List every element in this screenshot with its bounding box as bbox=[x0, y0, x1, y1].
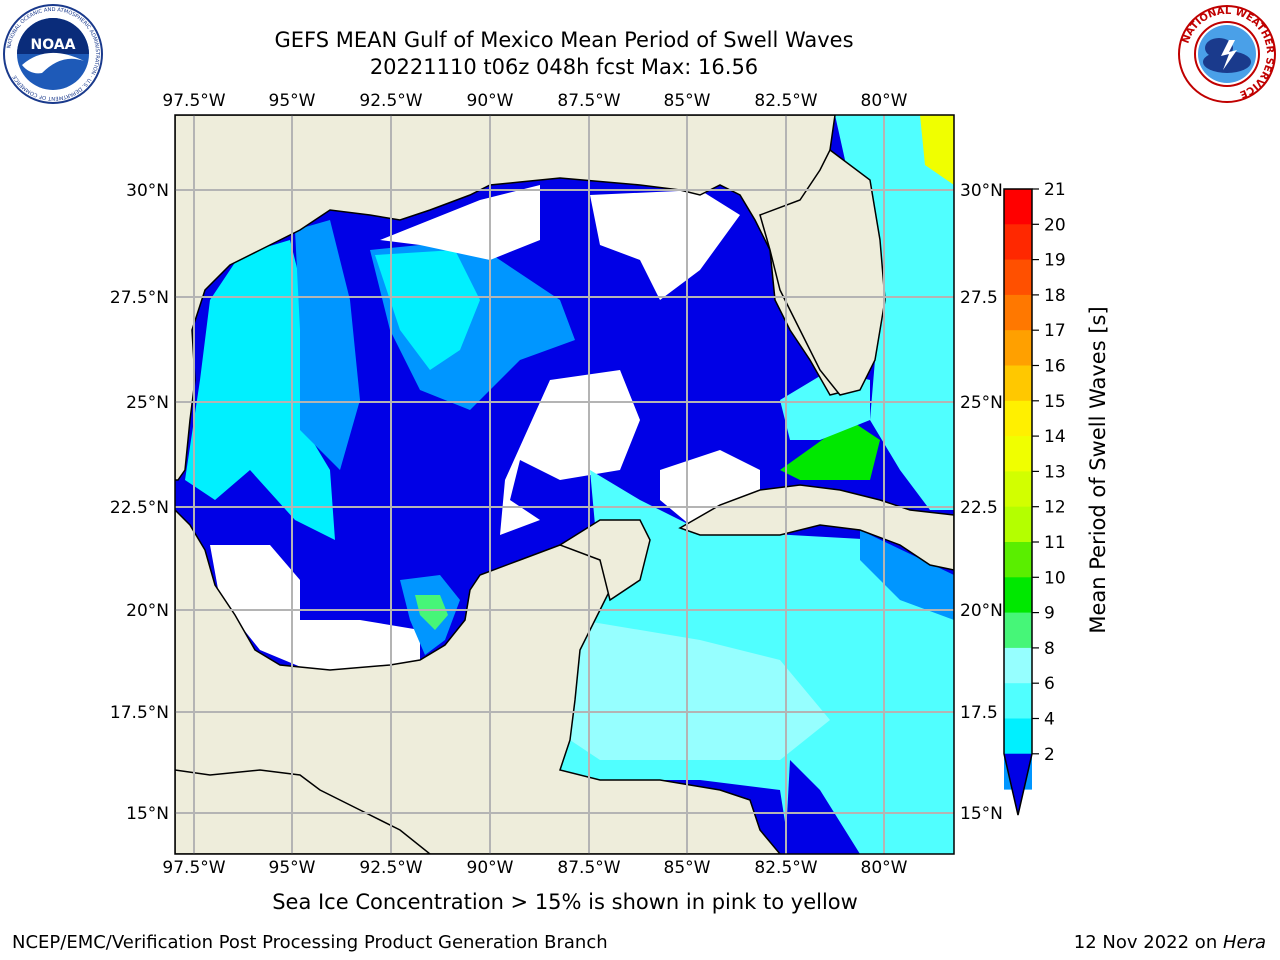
colorbar-tick-label: 19 bbox=[1044, 251, 1066, 271]
map-frame bbox=[174, 114, 955, 855]
swell-zone-west-medium bbox=[295, 220, 360, 470]
swell-zone-west bbox=[185, 240, 335, 540]
colorbar-tick-label: 11 bbox=[1044, 533, 1066, 553]
map-subtitle: 20221110 t06z 048h fcst Max: 16.56 bbox=[369, 55, 759, 79]
lon-labels-bottom: 97.5°W 95°W 92.5°W 90°W 87.5°W 85°W 82.5… bbox=[162, 858, 907, 878]
colorbar-tick-label: 14 bbox=[1044, 427, 1066, 447]
lat-label-right: 30°N bbox=[960, 181, 1003, 201]
lon-label-top: 92.5°W bbox=[359, 91, 422, 111]
lat-label-left: 22.5°N bbox=[110, 498, 169, 518]
footer-host: Hera bbox=[1222, 932, 1266, 953]
colorbar-tick-label: 18 bbox=[1044, 286, 1066, 306]
colorbar-tick-label: 9 bbox=[1044, 604, 1055, 624]
colorbar-band bbox=[1004, 471, 1032, 508]
colorbar-tick-label: 6 bbox=[1044, 674, 1055, 694]
lon-label-bottom: 85°W bbox=[664, 858, 711, 878]
lon-label-top: 90°W bbox=[467, 91, 514, 111]
lat-label-left: 15°N bbox=[126, 804, 169, 824]
lon-label-top: 95°W bbox=[269, 91, 316, 111]
lat-label-left: 27.5°N bbox=[110, 288, 169, 308]
no-data-north bbox=[380, 185, 540, 260]
sea-ice-note: Sea Ice Concentration > 15% is shown in … bbox=[272, 890, 858, 914]
lon-label-bottom: 90°W bbox=[467, 858, 514, 878]
lat-labels-left: 30°N 27.5°N 25°N 22.5°N 20°N 17.5°N 15°N bbox=[110, 181, 169, 824]
noaa-logo-text: NOAA bbox=[31, 37, 76, 53]
lon-label-top: 85°W bbox=[664, 91, 711, 111]
lat-label-right: 27.5 bbox=[960, 288, 998, 308]
lon-label-top: 80°W bbox=[861, 91, 908, 111]
lon-label-top: 82.5°W bbox=[754, 91, 817, 111]
lon-label-bottom: 92.5°W bbox=[359, 858, 422, 878]
swell-zone-caribbean-south bbox=[785, 760, 860, 854]
colorbar-band bbox=[1004, 294, 1032, 331]
colorbar-band bbox=[1004, 330, 1032, 366]
lon-label-bottom: 87.5°W bbox=[557, 858, 620, 878]
colorbar-band bbox=[1004, 400, 1032, 437]
swell-zone-central-cyan bbox=[375, 250, 480, 370]
colorbar-band bbox=[1004, 365, 1032, 402]
lat-label-right: 15°N bbox=[960, 804, 1003, 824]
lat-label-left: 17.5°N bbox=[110, 703, 169, 723]
lon-label-bottom: 80°W bbox=[861, 858, 908, 878]
colorbar-band bbox=[1004, 506, 1032, 543]
lon-label-top: 97.5°W bbox=[162, 91, 225, 111]
colorbar-band bbox=[1004, 577, 1032, 614]
map-title: GEFS MEAN Gulf of Mexico Mean Period of … bbox=[274, 28, 854, 52]
lat-label-left: 30°N bbox=[126, 181, 169, 201]
colorbar-tick-label: 17 bbox=[1044, 321, 1066, 341]
colorbar-tick-label: 21 bbox=[1044, 180, 1066, 200]
footer-credit: NCEP/EMC/Verification Post Processing Pr… bbox=[12, 932, 608, 953]
colorbar-label: Mean Period of Swell Waves [s] bbox=[1086, 306, 1110, 633]
colorbar-band bbox=[1004, 224, 1032, 261]
lon-label-bottom: 97.5°W bbox=[162, 858, 225, 878]
lat-label-right: 22.5 bbox=[960, 498, 998, 518]
footer-date: 12 Nov 2022 on Hera bbox=[1074, 932, 1266, 953]
colorbar-band bbox=[1004, 436, 1032, 472]
colorbar-band bbox=[1004, 612, 1032, 649]
lon-labels-top: 97.5°W 95°W 92.5°W 90°W 87.5°W 85°W 82.5… bbox=[162, 91, 907, 111]
colorbar-tick-label: 4 bbox=[1044, 710, 1055, 730]
colorbar-tick-label: 13 bbox=[1044, 462, 1066, 482]
noaa-logo: NOAA NATIONAL OCEANIC AND ATMOSPHERIC AD… bbox=[3, 4, 103, 104]
colorbar-tick-label: 10 bbox=[1044, 568, 1066, 588]
colorbar-outline bbox=[1003, 188, 1033, 816]
colorbar-tick-label: 20 bbox=[1044, 215, 1066, 235]
swell-zone-atlantic-yellow bbox=[920, 115, 954, 185]
lon-label-top: 87.5°W bbox=[557, 91, 620, 111]
colorbar-tick-label: 15 bbox=[1044, 392, 1066, 412]
colorbar-tick-label: 2 bbox=[1044, 745, 1055, 765]
colorbar-tick-label: 8 bbox=[1044, 639, 1055, 659]
gridlines bbox=[175, 115, 954, 854]
swell-zone-caribbean-light bbox=[570, 620, 830, 760]
lat-label-right: 20°N bbox=[960, 601, 1003, 621]
colorbar-tick-label: 16 bbox=[1044, 357, 1066, 377]
land-yucatan bbox=[558, 519, 651, 602]
footer-date-text: 12 Nov 2022 on bbox=[1073, 932, 1223, 953]
lat-label-left: 25°N bbox=[126, 393, 169, 413]
colorbar-band bbox=[1004, 542, 1032, 578]
colorbar-band bbox=[1004, 647, 1032, 684]
swell-zone-bahamas-green bbox=[780, 420, 880, 480]
colorbar-band bbox=[1004, 189, 1032, 225]
colorbar-band bbox=[1004, 718, 1032, 755]
nws-logo: NATIONAL WEATHER SERVICE bbox=[1178, 5, 1276, 103]
lon-label-bottom: 95°W bbox=[269, 858, 316, 878]
no-data-southwest bbox=[210, 545, 420, 675]
no-data-central bbox=[500, 370, 640, 535]
lat-label-right: 17.5 bbox=[960, 703, 998, 723]
lat-labels-right: 30°N 27.5 25°N 22.5 20°N 17.5 15°N bbox=[960, 181, 1003, 824]
swell-zone-campeche-green bbox=[415, 595, 448, 630]
lon-label-bottom: 82.5°W bbox=[754, 858, 817, 878]
lat-label-right: 25°N bbox=[960, 393, 1003, 413]
lat-label-left: 20°N bbox=[126, 601, 169, 621]
map-panel bbox=[175, 115, 954, 854]
colorbar: 21 20 19 18 17 16 15 14 13 12 11 10 9 8 6 4 2 bbox=[1003, 180, 1066, 816]
colorbar-tick-label: 12 bbox=[1044, 498, 1066, 518]
colorbar-band bbox=[1004, 683, 1032, 719]
colorbar-band bbox=[1004, 259, 1032, 296]
no-data-northeast bbox=[590, 190, 740, 300]
colorbar-extension bbox=[1004, 753, 1032, 816]
